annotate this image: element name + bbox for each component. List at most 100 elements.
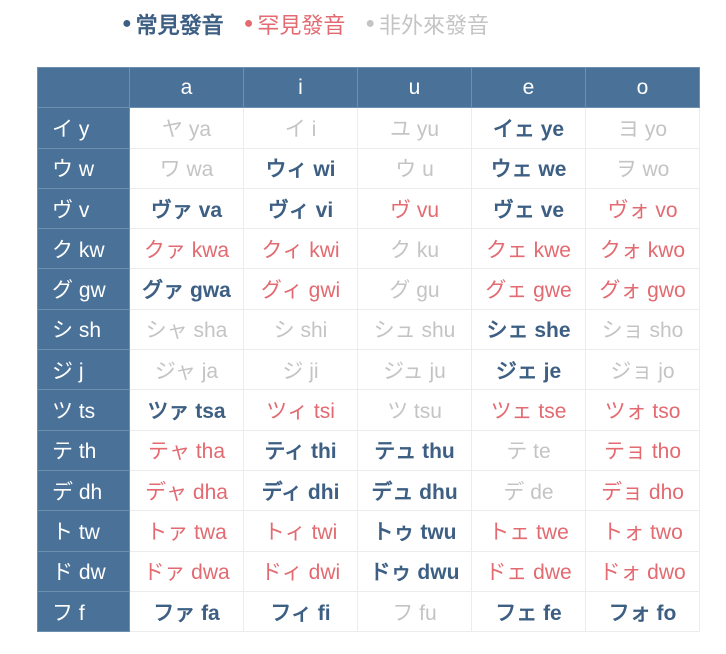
- syllable-cell: デョ dho: [585, 469, 700, 512]
- row-header: デ dh: [37, 469, 130, 512]
- table-row: ク kw クァ kwa クィ kwi ク ku クェ kwe クォ kwo: [37, 228, 700, 270]
- syllable-cell: イ i: [243, 107, 358, 149]
- syllable-cell: フォ fo: [585, 590, 700, 633]
- row-header: グ gw: [37, 268, 130, 310]
- syllable-cell: ヲ wo: [585, 147, 700, 189]
- row-header: ヴ v: [37, 187, 130, 230]
- syllable-cell: グ gu: [357, 268, 472, 310]
- corner-cell: [37, 66, 130, 109]
- table-row: ヴ v ヴァ va ヴィ vi ヴ vu ヴェ ve ヴォ vo: [37, 187, 700, 230]
- syllable-cell: フ fu: [357, 590, 472, 633]
- syllable-cell: グィ gwi: [243, 268, 358, 310]
- syllable-cell: クェ kwe: [471, 228, 586, 270]
- syllable-cell: ヴェ ve: [471, 187, 586, 230]
- syllable-cell: ツェ tse: [471, 389, 586, 431]
- dot-icon: ●: [122, 15, 132, 32]
- syllable-cell: ジュ ju: [357, 349, 472, 391]
- syllable-cell: トァ twa: [129, 510, 244, 552]
- syllable-cell: ヨ yo: [585, 107, 700, 149]
- syllable-cell: ドォ dwo: [585, 550, 700, 592]
- syllable-cell: ユ yu: [357, 107, 472, 149]
- row-header: ク kw: [37, 228, 130, 270]
- column-header: a: [129, 66, 244, 109]
- syllable-cell: デャ dha: [129, 469, 244, 512]
- legend-label: 罕見發音: [257, 13, 346, 38]
- legend-native: ● 非外來發音: [365, 8, 489, 40]
- table-row: デ dh デャ dha ディ dhi デュ dhu デ de デョ dho: [37, 469, 700, 512]
- syllable-cell: ディ dhi: [243, 469, 358, 512]
- syllable-cell: グァ gwa: [129, 268, 244, 310]
- row-header: イ y: [37, 107, 130, 149]
- syllable-cell: ティ thi: [243, 429, 358, 471]
- legend-label: 常見發音: [135, 13, 224, 38]
- syllable-cell: ドァ dwa: [129, 550, 244, 592]
- syllable-cell: ジャ ja: [129, 349, 244, 391]
- column-header: u: [357, 66, 472, 109]
- syllable-cell: ジ ji: [243, 349, 358, 391]
- row-header: ウ w: [37, 147, 130, 189]
- syllable-cell: ジェ je: [471, 349, 586, 391]
- syllable-cell: ヴォ vo: [585, 187, 700, 230]
- table-row: グ gw グァ gwa グィ gwi グ gu グェ gwe グォ gwo: [37, 268, 700, 310]
- syllable-cell: グォ gwo: [585, 268, 700, 310]
- legend: ● 常見發音 ● 罕見發音 ● 非外來發音: [122, 8, 489, 40]
- syllable-cell: ドゥ dwu: [357, 550, 472, 592]
- syllable-cell: テ te: [471, 429, 586, 471]
- syllable-cell: ドェ dwe: [471, 550, 586, 592]
- syllable-cell: シ shi: [243, 308, 358, 351]
- syllable-cell: デ de: [471, 469, 586, 512]
- legend-label: 非外來發音: [379, 13, 490, 38]
- row-header: フ f: [37, 590, 130, 633]
- row-header: ジ j: [37, 349, 130, 391]
- syllable-cell: テャ tha: [129, 429, 244, 471]
- syllable-cell: クァ kwa: [129, 228, 244, 270]
- legend-common: ● 常見發音: [122, 8, 224, 40]
- syllable-cell: ツィ tsi: [243, 389, 358, 431]
- syllable-cell: ヴァ va: [129, 187, 244, 230]
- syllable-cell: シュ shu: [357, 308, 472, 351]
- syllable-cell: クォ kwo: [585, 228, 700, 270]
- syllable-cell: シャ sha: [129, 308, 244, 351]
- table-row: ツ ts ツァ tsa ツィ tsi ツ tsu ツェ tse ツォ tso: [37, 389, 700, 431]
- table-row: シ sh シャ sha シ shi シュ shu シェ she ショ sho: [37, 308, 700, 351]
- syllable-cell: シェ she: [471, 308, 586, 351]
- column-header: i: [243, 66, 358, 109]
- table-row: テ th テャ tha ティ thi テュ thu テ te テョ tho: [37, 429, 700, 471]
- syllable-cell: ファ fa: [129, 590, 244, 633]
- row-header: ト tw: [37, 510, 130, 552]
- syllable-cell: フェ fe: [471, 590, 586, 633]
- syllable-cell: ウェ we: [471, 147, 586, 189]
- column-header: e: [471, 66, 586, 109]
- column-header: o: [585, 66, 700, 109]
- syllable-cell: ウィ wi: [243, 147, 358, 189]
- syllable-cell: ドィ dwi: [243, 550, 358, 592]
- syllable-cell: フィ fi: [243, 590, 358, 633]
- syllable-cell: トェ twe: [471, 510, 586, 552]
- syllable-cell: ウ u: [357, 147, 472, 189]
- dot-icon: ●: [243, 15, 254, 32]
- syllable-cell: ツァ tsa: [129, 389, 244, 431]
- syllable-cell: トィ twi: [243, 510, 358, 552]
- syllable-cell: ヴ vu: [357, 187, 472, 230]
- syllable-cell: ショ sho: [585, 308, 700, 351]
- syllable-cell: ツ tsu: [357, 389, 472, 431]
- syllable-cell: ク ku: [357, 228, 472, 270]
- row-header: シ sh: [37, 308, 130, 351]
- row-header: ド dw: [37, 550, 130, 592]
- dot-icon: ●: [365, 15, 376, 32]
- syllable-cell: ツォ tso: [585, 389, 700, 431]
- syllable-cell: テュ thu: [357, 429, 472, 471]
- syllable-cell: トォ two: [585, 510, 700, 552]
- syllable-cell: ヴィ vi: [243, 187, 358, 230]
- table-row: ド dw ドァ dwa ドィ dwi ドゥ dwu ドェ dwe ドォ dwo: [37, 550, 700, 592]
- table-row: ジ j ジャ ja ジ ji ジュ ju ジェ je ジョ jo: [37, 349, 700, 391]
- syllable-cell: ワ wa: [129, 147, 244, 189]
- legend-rare: ● 罕見發音: [244, 8, 346, 40]
- syllable-cell: テョ tho: [585, 429, 700, 471]
- row-header: ツ ts: [37, 389, 130, 431]
- table-row: ト tw トァ twa トィ twi トゥ twu トェ twe トォ two: [37, 510, 700, 552]
- syllable-cell: イェ ye: [471, 107, 586, 149]
